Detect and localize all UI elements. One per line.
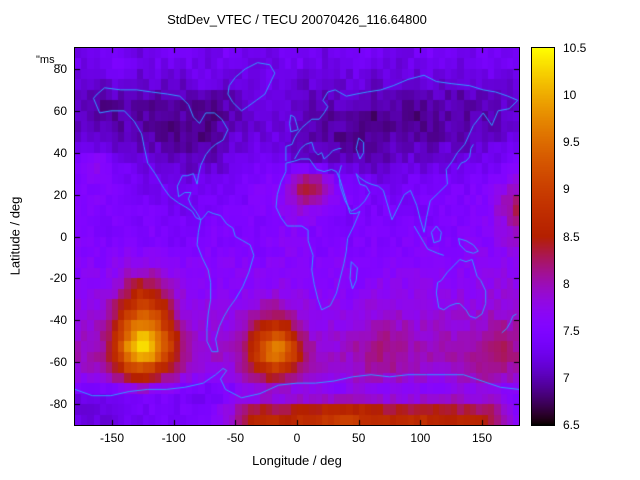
y-tick-label: 60 [53, 103, 67, 118]
y-tick-label: 20 [53, 187, 67, 202]
x-tick-label: 150 [471, 431, 493, 445]
x-tick-label: 0 [293, 431, 301, 445]
colorbar-tick-label: 9 [563, 182, 570, 197]
colorbar-tick-label: 7 [563, 370, 570, 385]
y-tick-label: 0 [60, 229, 67, 244]
corner-label: "ms_ [36, 54, 61, 66]
colorbar-tick-label: 7.5 [563, 323, 580, 338]
x-axis-label: Longitude / deg [252, 453, 342, 468]
colorbar-tick-label: 6.5 [563, 418, 580, 432]
x-tick-label: 100 [410, 431, 431, 445]
colorbar-tick-label: 9.5 [563, 135, 580, 150]
y-tick-label: -20 [49, 271, 67, 286]
x-tick-label: -100 [161, 431, 186, 445]
heatmap-canvas [74, 47, 520, 426]
y-tick-label: -80 [49, 397, 67, 412]
colorbar-tick-label: 10 [563, 88, 577, 103]
y-tick-label: -40 [49, 313, 67, 328]
colorbar-tick-label: 10.5 [563, 41, 587, 55]
colorbar-tick-label: 8 [563, 276, 570, 291]
plot-title: StdDev_VTEC / TECU 20070426_116.64800 [167, 12, 427, 27]
x-tick-label: -50 [226, 431, 244, 445]
y-tick-label: -60 [49, 355, 67, 370]
y-tick-label: 80 [53, 61, 67, 76]
colorbar-tick-label: 8.5 [563, 229, 580, 244]
x-tick-label: -150 [99, 431, 125, 445]
y-tick-label: 40 [53, 145, 67, 160]
colorbar-canvas [531, 47, 555, 426]
x-tick-label: 50 [351, 431, 366, 445]
